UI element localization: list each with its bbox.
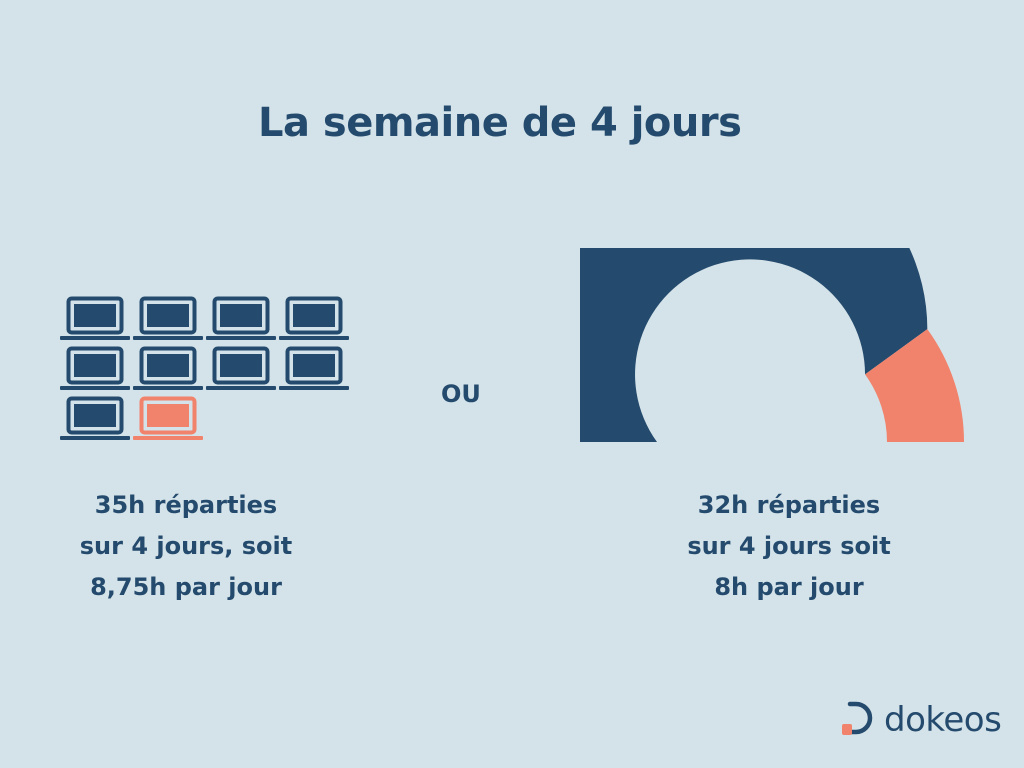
dokeos-logo: dokeos — [838, 700, 1002, 740]
caption-line: sur 4 jours soit — [687, 532, 891, 560]
caption-line: 8,75h par jour — [90, 573, 282, 601]
caption-line: 32h réparties — [697, 491, 881, 519]
caption-line: 8h par jour — [714, 573, 864, 601]
laptop-icon-highlighted — [133, 396, 203, 442]
caption-option-a: 35h réparties sur 4 jours, soit 8,75h pa… — [16, 485, 356, 608]
laptop-icon — [279, 296, 349, 342]
half-donut-gauge — [580, 248, 964, 442]
gauge-primary-segment — [580, 248, 928, 442]
dokeos-logo-icon — [842, 701, 873, 735]
caption-line: sur 4 jours, soit — [79, 532, 293, 560]
laptop-icon — [279, 346, 349, 392]
laptop-grid — [60, 296, 360, 446]
laptop-icon — [60, 346, 130, 392]
laptop-icon — [206, 296, 276, 342]
laptop-icon — [133, 296, 203, 342]
laptop-icon — [206, 346, 276, 392]
laptop-icon — [133, 346, 203, 392]
gauge-accent-segment — [865, 329, 964, 442]
or-separator: OU — [441, 380, 481, 408]
caption-option-b: 32h réparties sur 4 jours soit 8h par jo… — [619, 485, 959, 608]
laptop-icon — [60, 396, 130, 442]
logo-text: dokeos — [884, 700, 1002, 740]
page-title: La semaine de 4 jours — [258, 100, 742, 146]
laptop-icon — [60, 296, 130, 342]
caption-line: 35h réparties — [94, 491, 278, 519]
